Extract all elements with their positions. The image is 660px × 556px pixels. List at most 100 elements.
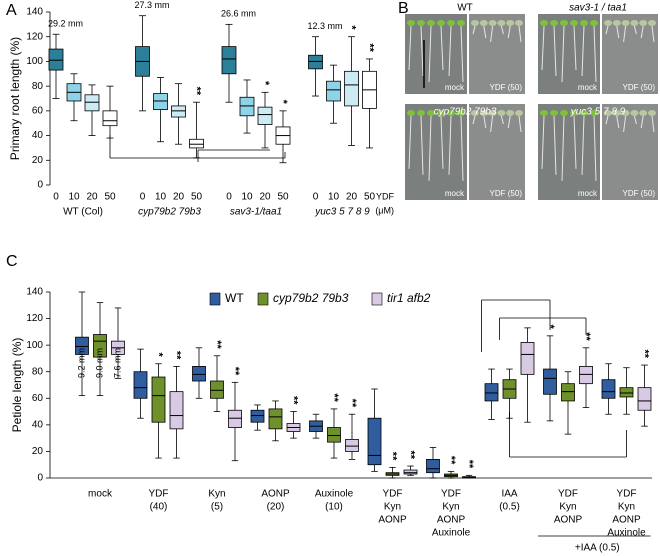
seedling-leaf: [590, 110, 598, 116]
seedling-leaf: [612, 20, 621, 26]
significance: *: [259, 81, 271, 86]
x-tick-label: 10: [328, 192, 340, 203]
seedling-leaf: [457, 20, 465, 26]
seedling-leaf: [630, 110, 639, 116]
x-tick-label: (10): [325, 502, 343, 513]
y-axis-label: Primary root length (%): [8, 37, 22, 160]
seedling-leaf: [580, 20, 588, 26]
legend-swatch: [371, 292, 383, 306]
seedling-root: [518, 25, 522, 43]
seedling-root: [408, 25, 412, 71]
x-tick-label: 10: [68, 192, 80, 203]
seedling-leaf: [550, 110, 558, 116]
seedling-root: [483, 25, 487, 39]
x-tick-label: IAA: [501, 489, 517, 500]
y-tick-label: 120: [26, 313, 43, 324]
seedling-root: [593, 25, 597, 83]
seedling-root: [553, 115, 557, 175]
photo: [469, 104, 525, 200]
seedling-leaf: [506, 110, 515, 116]
length-note: 12.3 mm: [308, 21, 343, 31]
x-tick-label: 0: [140, 192, 146, 203]
seedling-root: [640, 115, 644, 129]
length-note: 9.0 mm: [94, 348, 104, 378]
seedling-leaf: [497, 20, 506, 26]
seedling-root: [581, 25, 585, 77]
significance: **: [229, 367, 241, 376]
genotype-label: sav3-1 / taa1: [569, 3, 627, 14]
panel-label: B: [398, 0, 409, 17]
box: [93, 334, 107, 358]
x-tick-label: AONP: [378, 515, 407, 526]
seedling-leaf: [550, 20, 558, 26]
seedling-leaf: [630, 20, 639, 26]
y-tick-label: 60: [32, 105, 44, 116]
box: [543, 368, 557, 395]
y-tick-label: 140: [26, 7, 43, 18]
legend-label: tir1 afb2: [387, 291, 431, 305]
x-tick-label: Auxinole: [432, 528, 471, 539]
significance: **: [346, 399, 358, 408]
x-tick-label: 20: [259, 192, 271, 203]
seedling-root: [553, 25, 557, 77]
x-tick-label: 50: [191, 192, 203, 203]
panel-label: A: [6, 2, 17, 19]
box: [344, 70, 359, 107]
seedling-leaf: [407, 20, 415, 26]
x-tick-label: 10: [241, 192, 253, 203]
seedling-leaf: [437, 110, 445, 116]
y-tick-label: 20: [32, 155, 44, 166]
seedling-leaf: [540, 20, 548, 26]
x-tick-label: (40): [150, 502, 168, 513]
seedling-root: [440, 115, 444, 169]
box: [561, 383, 575, 402]
seedling-root: [640, 25, 644, 39]
x-tick-label: 20: [86, 192, 98, 203]
seedling-leaf: [648, 110, 656, 116]
seedling-root: [507, 25, 511, 39]
x-tick-label: AONP: [437, 515, 466, 526]
seedling-root: [651, 25, 655, 43]
box: [637, 387, 652, 411]
seedling-leaf: [515, 20, 523, 26]
y-tick-label: 20: [32, 446, 44, 457]
box: [327, 427, 341, 443]
seedling-root: [428, 115, 432, 181]
x-tick-label: Kyn: [559, 502, 576, 513]
seedling-leaf: [580, 110, 588, 116]
significance: **: [211, 340, 223, 349]
category-label: WT (Col): [63, 207, 103, 218]
seedling-root: [460, 25, 464, 83]
x-tick-label: Kyn: [618, 502, 635, 513]
photo: [602, 104, 658, 200]
seedling-root: [573, 25, 577, 71]
seedling-root: [573, 115, 577, 169]
box: [75, 336, 89, 355]
seedling-leaf: [570, 110, 578, 116]
box: [153, 93, 168, 111]
seedling-leaf: [604, 110, 612, 116]
seedling-leaf: [639, 20, 648, 26]
x-tick-label: (5): [211, 502, 223, 513]
box: [484, 383, 499, 402]
seedling-leaf: [479, 110, 488, 116]
group-label: +IAA (0.5): [575, 543, 620, 554]
x-tick-label: AONP: [554, 515, 583, 526]
x-tick-label: Kyn: [208, 489, 225, 500]
seedling-leaf: [590, 20, 598, 26]
seedling-root: [490, 115, 494, 133]
seedling-root: [605, 25, 609, 35]
seedling-leaf: [648, 20, 656, 26]
seedling-root: [507, 115, 511, 129]
y-tick-label: 80: [32, 366, 44, 377]
significance: *: [346, 25, 358, 30]
seedling-leaf: [417, 20, 425, 26]
seedling-leaf: [612, 110, 621, 116]
x-axis-title: (μM): [375, 205, 394, 215]
seedling-root: [633, 115, 637, 125]
seedling-root: [500, 115, 504, 125]
seedling-root: [605, 115, 609, 125]
seedling-root: [541, 25, 545, 71]
genotype-label: WT: [457, 3, 473, 14]
photo: [602, 14, 658, 94]
